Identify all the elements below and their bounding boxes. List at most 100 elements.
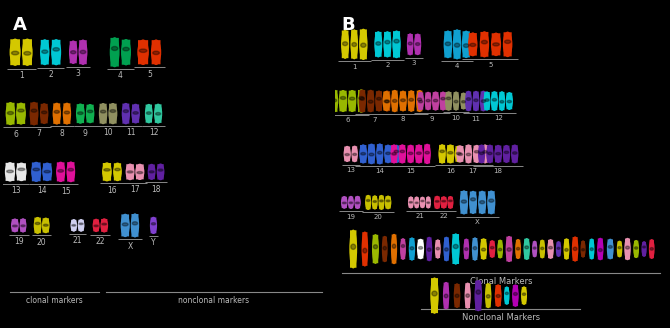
Text: 5: 5 [147, 70, 152, 78]
Ellipse shape [360, 30, 367, 59]
FancyBboxPatch shape [93, 219, 99, 232]
Ellipse shape [401, 245, 405, 247]
FancyBboxPatch shape [479, 192, 486, 214]
FancyBboxPatch shape [457, 146, 464, 162]
FancyBboxPatch shape [17, 103, 25, 124]
Ellipse shape [496, 153, 500, 155]
Ellipse shape [385, 100, 389, 103]
Text: 17: 17 [468, 168, 477, 174]
FancyBboxPatch shape [420, 197, 425, 208]
FancyBboxPatch shape [513, 285, 518, 306]
FancyBboxPatch shape [507, 236, 512, 261]
Ellipse shape [425, 151, 429, 154]
Ellipse shape [409, 98, 413, 101]
Ellipse shape [133, 112, 138, 114]
Ellipse shape [111, 38, 119, 67]
Ellipse shape [454, 284, 460, 307]
FancyBboxPatch shape [473, 92, 479, 111]
Ellipse shape [111, 47, 118, 51]
Text: 21: 21 [72, 236, 82, 245]
Ellipse shape [565, 249, 568, 251]
FancyBboxPatch shape [123, 104, 129, 124]
Ellipse shape [458, 153, 462, 155]
FancyBboxPatch shape [548, 240, 553, 258]
Text: 10: 10 [452, 115, 460, 121]
Text: 1: 1 [19, 72, 23, 80]
FancyBboxPatch shape [30, 103, 38, 125]
Ellipse shape [17, 163, 26, 180]
FancyBboxPatch shape [470, 192, 476, 213]
FancyBboxPatch shape [401, 239, 405, 259]
Ellipse shape [383, 246, 387, 250]
Ellipse shape [93, 219, 99, 232]
Ellipse shape [366, 199, 370, 201]
Ellipse shape [462, 200, 466, 203]
FancyBboxPatch shape [618, 241, 622, 257]
Ellipse shape [57, 162, 64, 181]
Text: 4: 4 [455, 63, 459, 69]
FancyBboxPatch shape [433, 92, 438, 110]
Text: 20: 20 [374, 214, 383, 220]
Ellipse shape [495, 146, 501, 162]
Ellipse shape [643, 246, 646, 248]
FancyBboxPatch shape [385, 145, 391, 163]
Ellipse shape [352, 43, 356, 47]
FancyBboxPatch shape [32, 162, 41, 181]
Ellipse shape [490, 247, 494, 249]
Ellipse shape [132, 222, 137, 225]
Ellipse shape [385, 91, 390, 111]
Ellipse shape [18, 168, 25, 171]
FancyBboxPatch shape [148, 164, 155, 179]
Ellipse shape [344, 147, 350, 161]
FancyBboxPatch shape [418, 92, 423, 110]
FancyBboxPatch shape [415, 145, 422, 163]
FancyBboxPatch shape [109, 104, 117, 124]
FancyBboxPatch shape [368, 91, 374, 112]
Ellipse shape [507, 236, 512, 261]
FancyBboxPatch shape [132, 104, 139, 123]
Ellipse shape [461, 93, 466, 109]
Text: 7: 7 [37, 129, 42, 138]
Ellipse shape [79, 40, 86, 64]
Ellipse shape [446, 97, 451, 100]
FancyBboxPatch shape [407, 145, 413, 162]
Ellipse shape [486, 295, 490, 298]
Ellipse shape [408, 91, 414, 111]
Text: 5: 5 [488, 62, 492, 68]
Ellipse shape [541, 247, 544, 250]
Ellipse shape [79, 223, 83, 225]
Ellipse shape [70, 41, 77, 63]
Ellipse shape [352, 153, 356, 155]
Ellipse shape [350, 97, 355, 100]
Ellipse shape [383, 236, 387, 261]
Ellipse shape [383, 92, 389, 111]
Ellipse shape [505, 40, 511, 43]
Ellipse shape [340, 96, 346, 99]
Ellipse shape [427, 237, 431, 261]
Ellipse shape [155, 104, 161, 123]
FancyBboxPatch shape [460, 191, 468, 214]
Ellipse shape [488, 199, 494, 202]
Ellipse shape [151, 40, 161, 64]
Ellipse shape [340, 91, 346, 112]
Ellipse shape [103, 163, 111, 181]
Ellipse shape [369, 144, 375, 164]
Ellipse shape [480, 152, 484, 154]
Ellipse shape [473, 92, 479, 111]
Ellipse shape [400, 91, 406, 111]
Ellipse shape [331, 99, 336, 102]
Ellipse shape [350, 230, 356, 268]
Ellipse shape [385, 40, 390, 44]
Ellipse shape [64, 103, 70, 124]
FancyBboxPatch shape [369, 144, 375, 164]
Ellipse shape [377, 97, 381, 100]
Ellipse shape [454, 92, 458, 110]
Text: 20: 20 [37, 238, 46, 247]
Ellipse shape [342, 42, 348, 46]
FancyBboxPatch shape [475, 281, 481, 311]
Ellipse shape [139, 49, 147, 52]
Ellipse shape [20, 219, 25, 232]
FancyBboxPatch shape [5, 163, 15, 181]
Ellipse shape [447, 145, 454, 163]
Text: 13: 13 [346, 167, 355, 173]
